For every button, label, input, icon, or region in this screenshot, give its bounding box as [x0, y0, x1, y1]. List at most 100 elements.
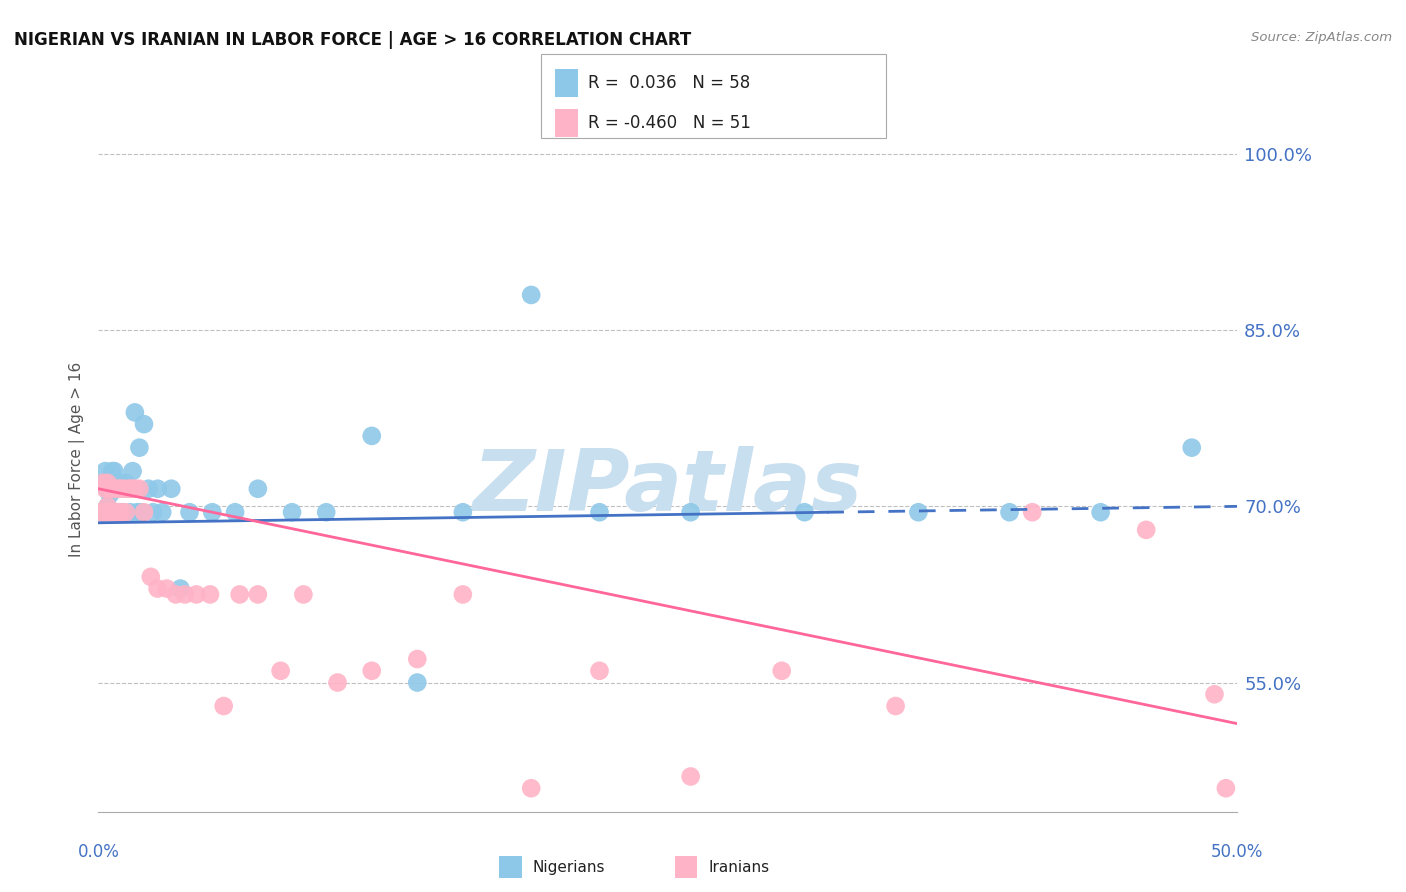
Point	[96, 475, 118, 490]
Point	[793, 505, 815, 519]
Point	[98, 505, 121, 519]
Point	[98, 482, 121, 496]
Point	[117, 482, 139, 496]
Point	[360, 429, 382, 443]
Point	[360, 664, 382, 678]
Point	[98, 505, 121, 519]
Point	[588, 664, 610, 678]
Point	[112, 482, 135, 496]
Point	[326, 675, 349, 690]
Point	[105, 482, 128, 496]
Point	[679, 769, 702, 784]
Point	[96, 500, 118, 514]
Point	[520, 288, 543, 302]
Point	[406, 675, 429, 690]
Point	[1090, 505, 1112, 519]
Point	[132, 417, 155, 432]
Point	[884, 699, 907, 714]
Point	[108, 505, 131, 519]
Point	[105, 482, 128, 496]
Point	[1181, 441, 1204, 455]
Text: ZIPatlas: ZIPatlas	[472, 446, 863, 529]
Point	[94, 482, 117, 496]
Point	[110, 505, 132, 519]
Text: Iranians: Iranians	[709, 860, 769, 874]
Point	[94, 505, 117, 519]
Point	[520, 781, 543, 796]
Point	[169, 582, 191, 596]
Point	[105, 475, 128, 490]
Point	[98, 475, 121, 490]
Point	[1021, 505, 1043, 519]
Point	[246, 587, 269, 601]
Point	[1215, 781, 1237, 796]
Point	[228, 587, 250, 601]
Text: Nigerians: Nigerians	[533, 860, 606, 874]
Point	[108, 505, 131, 519]
Point	[150, 505, 173, 519]
Point	[998, 505, 1021, 519]
Point	[98, 488, 121, 502]
Point	[281, 505, 304, 519]
Point	[1204, 687, 1226, 701]
Point	[186, 587, 208, 601]
Point	[121, 464, 143, 478]
Point	[103, 475, 125, 490]
Point	[90, 505, 112, 519]
Point	[94, 505, 117, 519]
Point	[110, 482, 132, 496]
Point	[146, 582, 169, 596]
Point	[907, 505, 929, 519]
Point	[121, 482, 143, 496]
Point	[96, 482, 118, 496]
Point	[91, 475, 114, 490]
Point	[101, 482, 124, 496]
Point	[224, 505, 246, 519]
Text: R =  0.036   N = 58: R = 0.036 N = 58	[588, 74, 749, 92]
Point	[588, 505, 610, 519]
Point	[201, 505, 224, 519]
Point	[120, 505, 142, 519]
Point	[112, 475, 135, 490]
Point	[156, 582, 179, 596]
Point	[160, 482, 183, 496]
Point	[103, 464, 125, 478]
Point	[90, 505, 112, 519]
Y-axis label: In Labor Force | Age > 16: In Labor Force | Age > 16	[69, 362, 86, 557]
Point	[315, 505, 337, 519]
Point	[114, 505, 136, 519]
Point	[179, 505, 201, 519]
Text: Source: ZipAtlas.com: Source: ZipAtlas.com	[1251, 31, 1392, 45]
Point	[108, 482, 131, 496]
Point	[96, 500, 118, 514]
Point	[114, 475, 136, 490]
Point	[101, 505, 124, 519]
Point	[103, 505, 125, 519]
Point	[165, 587, 187, 601]
Point	[270, 664, 292, 678]
Point	[112, 505, 135, 519]
Point	[105, 505, 128, 519]
Point	[105, 505, 128, 519]
Text: 50.0%: 50.0%	[1211, 843, 1264, 861]
Point	[131, 505, 153, 519]
Point	[1135, 523, 1157, 537]
Point	[114, 482, 136, 496]
Point	[128, 482, 150, 496]
Point	[110, 505, 132, 519]
Point	[451, 505, 474, 519]
Point	[212, 699, 235, 714]
Point	[120, 482, 142, 496]
Point	[679, 505, 702, 519]
Point	[101, 464, 124, 478]
Point	[139, 570, 162, 584]
Point	[146, 482, 169, 496]
Point	[770, 664, 793, 678]
Point	[127, 505, 149, 519]
Text: R = -0.460   N = 51: R = -0.460 N = 51	[588, 114, 751, 132]
Point	[108, 482, 131, 496]
Point	[117, 482, 139, 496]
Point	[124, 405, 146, 419]
Point	[94, 464, 117, 478]
Point	[124, 482, 146, 496]
